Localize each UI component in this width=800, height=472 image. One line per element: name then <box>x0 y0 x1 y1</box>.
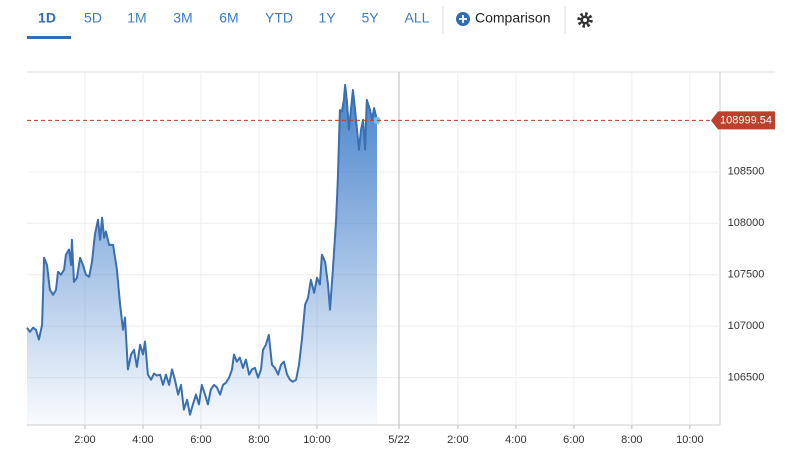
x-tick-label: 4:00 <box>505 434 526 446</box>
price-line <box>26 83 378 416</box>
y-tick-label: 108500 <box>728 166 765 178</box>
y-tick-label: 106500 <box>728 372 765 384</box>
x-tick-label: 4:00 <box>132 434 153 446</box>
range-tab[interactable]: 1Y <box>318 10 336 26</box>
settings-icon[interactable] <box>577 12 593 28</box>
last-price-label: 108999.54 <box>720 114 772 126</box>
price-area <box>27 84 377 426</box>
y-tick-label: 107000 <box>728 320 765 332</box>
gear-hole <box>583 18 587 22</box>
range-tab[interactable]: YTD <box>265 10 293 26</box>
range-tab[interactable]: 5Y <box>361 10 379 26</box>
range-tab[interactable]: 5D <box>84 10 102 26</box>
x-tick-label: 10:00 <box>676 434 704 446</box>
last-price-tag <box>711 111 775 130</box>
range-tab[interactable]: 1M <box>127 10 146 26</box>
last-point <box>373 116 381 124</box>
x-tick-label: 2:00 <box>74 434 95 446</box>
range-tab[interactable]: 6M <box>219 10 238 26</box>
range-tab[interactable]: ALL <box>405 10 430 26</box>
comparison-button[interactable]: Comparison <box>475 10 550 26</box>
plus-sign <box>459 15 467 23</box>
gear-teeth <box>577 12 593 28</box>
x-tick-label: 8:00 <box>621 434 642 446</box>
x-tick-label: 6:00 <box>563 434 584 446</box>
x-tick-label: 6:00 <box>190 434 211 446</box>
y-tick-label: 108000 <box>728 217 765 229</box>
active-tab-underline <box>27 36 71 39</box>
x-tick-label: 5/22 <box>388 434 409 446</box>
x-tick-label: 10:00 <box>303 434 331 446</box>
x-tick-label: 8:00 <box>248 434 269 446</box>
y-tick-label: 107500 <box>728 269 765 281</box>
range-tab[interactable]: 1D <box>38 10 56 26</box>
x-tick-label: 2:00 <box>447 434 468 446</box>
range-tab[interactable]: 3M <box>173 10 192 26</box>
